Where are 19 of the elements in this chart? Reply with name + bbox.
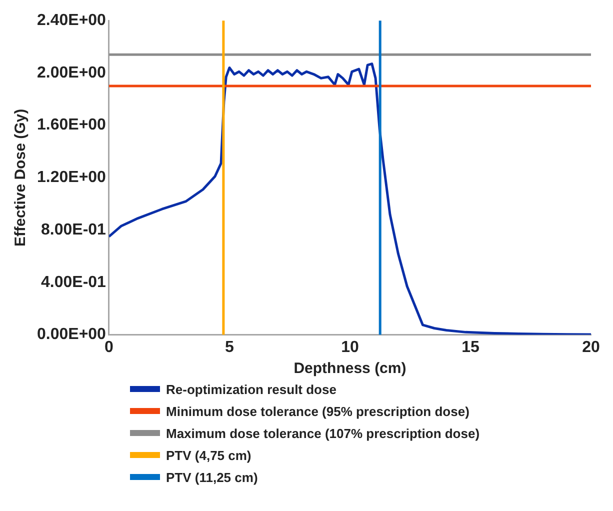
- legend-label: Re-optimization result dose: [166, 382, 336, 396]
- x-tick-label: 10: [341, 338, 359, 356]
- legend-label: PTV (11,25 cm): [166, 470, 258, 484]
- x-tick-label: 20: [582, 338, 600, 356]
- x-tick-label: 0: [104, 338, 114, 356]
- y-tick-label: 2.40E+00: [37, 12, 106, 30]
- y-axis-title: Effective Dose (Gy): [12, 108, 30, 246]
- x-axis-title: Depthness (cm): [294, 360, 406, 378]
- x-tick-label: 5: [225, 338, 234, 356]
- legend-label: PTV (4,75 cm): [166, 448, 252, 462]
- y-tick-label: 2.00E+00: [37, 64, 106, 82]
- legend-label: Maximum dose tolerance (107% prescription dose): [166, 426, 480, 440]
- legend-label: Minimum dose tolerance (95% prescription dose): [166, 404, 470, 418]
- y-tick-label: 4.00E-01: [41, 274, 106, 291]
- y-tick-label: 0.00E+00: [37, 326, 106, 344]
- y-tick-label: 8.00E-01: [41, 221, 106, 238]
- x-tick-label: 15: [462, 338, 480, 356]
- y-tick-label: 1.20E+00: [37, 169, 106, 186]
- y-tick-label: 1.60E+00: [37, 116, 106, 134]
